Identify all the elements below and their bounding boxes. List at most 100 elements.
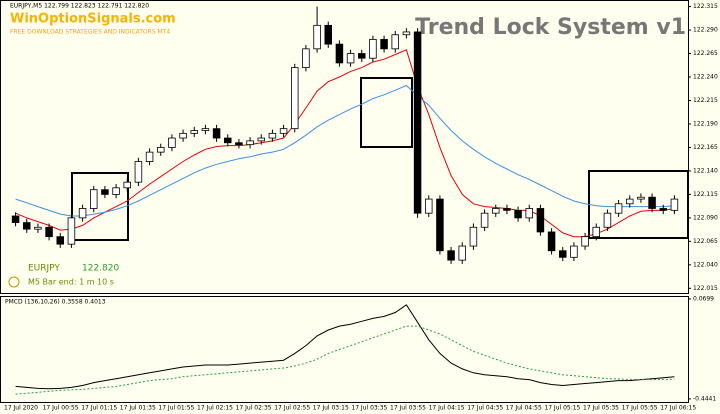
indicator-line (15, 84, 675, 217)
candle-body (480, 212, 489, 228)
y-tick-label: 122.190 (693, 120, 718, 127)
candle-body (424, 198, 433, 214)
highlight-box (360, 77, 413, 148)
y-tick-label: 122.240 (693, 74, 718, 81)
candle-body (357, 53, 366, 59)
site-logo: WinOptionSignals.com (10, 12, 176, 27)
candle-body (592, 226, 601, 238)
candle-body (324, 24, 332, 45)
candle-body (168, 137, 176, 148)
y-tick-label: 122.165 (693, 144, 718, 151)
x-tick-label: 17 Jul 02:15 (197, 405, 233, 412)
candle-body (447, 250, 455, 261)
price-label: 122.820 (82, 264, 119, 274)
y-tick-label: 122.115 (693, 191, 718, 198)
x-tick-label: 17 Jul 03:35 (351, 405, 387, 412)
candle-body (603, 212, 612, 228)
candle-body (514, 209, 522, 219)
candle-body (201, 128, 210, 131)
candle-body (279, 128, 288, 134)
x-tick-label: 17 Jul 02:55 (274, 405, 310, 412)
candle-body (134, 161, 143, 183)
candle-body (335, 43, 344, 64)
candle-body (212, 128, 221, 139)
highlight-box (71, 172, 129, 241)
candle-body (246, 140, 254, 146)
y-tick-label: 0.0699 (693, 295, 714, 302)
macd-title: PMCD (136,10,26) 0.3558 0.4013 (5, 299, 106, 306)
candle-body (659, 208, 668, 211)
candle-body (581, 236, 589, 247)
candle-body (56, 236, 65, 245)
y-tick-label: 122.065 (693, 238, 718, 245)
system-title: Trend Lock System v1 (415, 15, 686, 40)
candle-body (290, 67, 299, 130)
clock-icon (8, 276, 20, 288)
candle-body (525, 208, 534, 219)
x-tick-label: 17 Jul 05:55 (622, 405, 658, 412)
symbol-line: EURJPY,M5 122.799 122.823 122.791 122.82… (10, 3, 149, 10)
x-tick-label: 17 Jul 04:15 (429, 405, 465, 412)
y-tick-label: 122.040 (693, 261, 718, 268)
y-tick-label: 122.140 (693, 167, 718, 174)
x-tick-label: 17 Jul 2020 (4, 405, 38, 412)
candle-body (67, 217, 76, 245)
y-tick-label: -0.4441 (693, 395, 716, 402)
candle-body (458, 245, 466, 261)
candle-body (570, 245, 578, 258)
y-tick-label: 122.015 (693, 285, 718, 292)
candle-body (313, 24, 321, 50)
candle-body (11, 215, 20, 223)
y-tick-label: 122.315 (693, 3, 718, 10)
candle-body (536, 208, 545, 233)
candle-body (503, 208, 511, 211)
candle-body (190, 130, 198, 134)
candle-body (235, 142, 243, 146)
candle-body (156, 147, 165, 153)
candle-body (402, 31, 411, 36)
candle-body (90, 189, 98, 209)
indicator-line (15, 49, 675, 238)
macd-panel (0, 296, 689, 403)
y-tick-label: 122.290 (693, 27, 718, 34)
y-tick-label: 122.265 (693, 50, 718, 57)
candle-body (145, 151, 154, 162)
candle-body (346, 53, 355, 64)
candle-body (670, 198, 679, 211)
indicator-line (15, 304, 675, 390)
x-tick-label: 17 Jul 01:35 (120, 405, 156, 412)
candle-body (648, 196, 656, 209)
candle-body (547, 231, 556, 252)
x-tick-label: 17 Jul 01:15 (81, 405, 117, 412)
y-tick-label: 122.215 (693, 97, 718, 104)
x-tick-label: 17 Jul 05:15 (544, 405, 580, 412)
x-tick-label: 17 Jul 04:35 (467, 405, 503, 412)
candle-body (302, 48, 310, 69)
candle-body (112, 187, 120, 195)
x-tick-label: 17 Jul 04:55 (506, 405, 542, 412)
candle-body (45, 226, 53, 238)
candle-body (469, 226, 478, 247)
candle-body (626, 198, 634, 205)
candle-body (380, 39, 388, 50)
candle-body (22, 222, 31, 230)
bar-end: M5 Bar end: 1 m 10 s (28, 278, 114, 287)
candle-body (391, 34, 399, 50)
pair-label: EURJPY (28, 264, 60, 274)
x-tick-label: 17 Jul 06:15 (660, 405, 696, 412)
y-tick-label: 122.090 (693, 214, 718, 221)
x-tick-label: 17 Jul 00:55 (43, 405, 79, 412)
x-tick-label: 17 Jul 05:35 (583, 405, 619, 412)
x-tick-label: 17 Jul 03:55 (390, 405, 426, 412)
x-tick-label: 17 Jul 02:35 (236, 405, 272, 412)
x-tick-label: 17 Jul 03:15 (313, 405, 349, 412)
candle-body (559, 250, 567, 258)
candle-body (268, 132, 277, 139)
candle-body (123, 181, 132, 189)
candle-body (491, 208, 500, 214)
candle-body (78, 208, 87, 219)
candle-body (614, 203, 623, 214)
candle-body (413, 31, 422, 214)
tagline: FREE DOWNLOAD STRATEGIES AND INDICATORS … (10, 29, 170, 36)
